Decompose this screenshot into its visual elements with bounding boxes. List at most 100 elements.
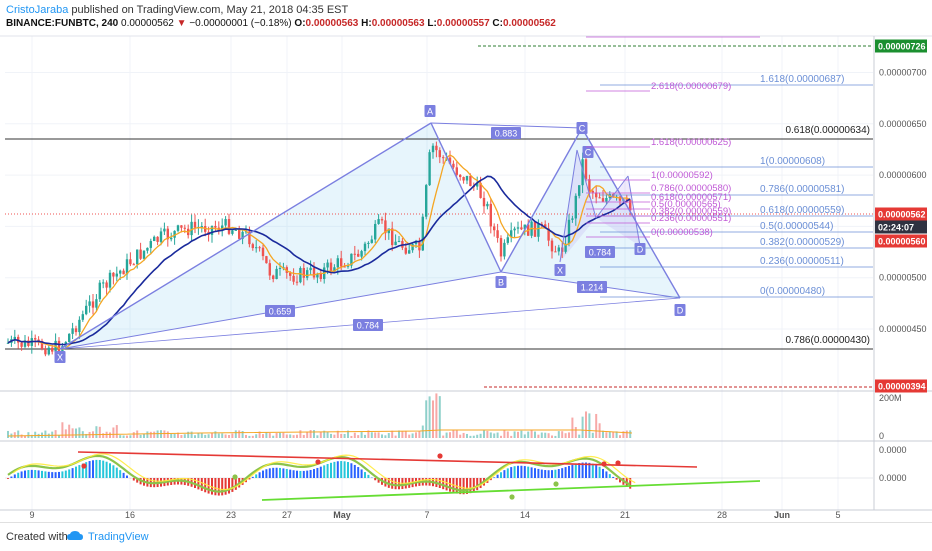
ratio-label: 1.214 [581,283,604,293]
osc-bar [561,468,563,478]
osc-bar [197,478,199,489]
osc-bar [595,465,597,478]
osc-cross-dot [315,459,320,464]
osc-bar [255,474,257,478]
candle-body [296,282,298,283]
osc-bar [306,471,308,478]
osc-bar [44,471,46,478]
osc-bar [61,471,63,478]
osc-bar [221,478,223,495]
osc-bar [14,474,16,478]
osc-bar [347,462,349,478]
tradingview-brand[interactable]: TradingView [88,531,149,543]
osc-tick: 0.0000 [879,445,907,455]
candle-body [163,229,165,232]
candle-body [279,268,281,269]
osc-bar [616,478,618,480]
candle-body [456,167,458,175]
osc-bar [282,468,284,478]
candle-body [265,256,267,263]
osc-bar [55,472,57,478]
candle-body [571,218,573,219]
point-label-c: C [579,124,586,134]
osc-bar [497,475,499,478]
osc-bar [21,471,23,478]
osc-bar [72,468,74,478]
candle-body [75,328,77,332]
osc-bar [473,478,475,492]
volume-bar [401,431,403,438]
osc-cross-dot [615,460,620,465]
volume-bar [44,431,46,438]
volume-bar [524,434,526,438]
volume-bar [381,434,383,438]
osc-bar [503,470,505,478]
candle-body [262,248,264,256]
osc-bar [75,467,77,478]
volume-bar [354,433,356,438]
candle-body [483,198,485,206]
volume-bar [395,436,397,438]
volume-bar [221,433,223,438]
volume-bar [255,434,257,438]
volume-bar [486,431,488,438]
volume-bar [72,428,74,438]
time-tick: 28 [717,510,727,520]
candle-body [551,241,553,252]
volume-bar [75,429,77,438]
price-tick: 0.00000500 [879,273,927,283]
candle-body [170,238,172,239]
volume-bar [167,431,169,438]
osc-bar [201,478,203,491]
candle-body [139,250,141,259]
candle-body [275,269,277,279]
volume-bar [534,432,536,438]
point-label-a: A [427,107,433,117]
osc-bar [24,471,26,478]
candle-body [588,179,590,191]
osc-bar [296,471,298,478]
candle-body [214,226,216,228]
volume-bar [68,425,70,438]
volume-bar [527,432,529,438]
candle-body [252,244,254,248]
osc-bar [544,470,546,478]
volume-bar [612,432,614,438]
volume-bar [102,433,104,438]
volume-bar [435,393,437,438]
volume-bar [133,432,135,438]
candle-body [398,241,400,242]
osc-bar [58,472,60,478]
volume-bar [99,427,101,438]
osc-bar [78,465,80,478]
volume-bar [629,430,631,438]
candle-body [14,337,16,339]
fib-right-label: 0.786(0.00000581) [760,184,845,195]
fib-main-label: 0.618(0.00000634) [785,125,870,136]
candle-body [554,251,556,252]
price-tick: 0.00000650 [879,119,927,129]
candle-body [459,175,461,177]
point-label-d: D [677,306,684,316]
volume-bar [170,434,172,438]
price-badge: 0.00000560 [878,237,926,247]
candle-body [95,299,97,307]
volume-bar [469,436,471,438]
osc-bar [514,466,516,478]
osc-bar [548,470,550,478]
volume-bar [364,435,366,438]
volume-bar [575,427,577,438]
volume-bar [554,436,556,438]
fib-mid-label: 2.618(0.00000679) [651,81,731,92]
volume-bar [214,431,216,438]
candle-body [371,239,373,242]
osc-bar [599,467,601,478]
volume-bar [157,430,159,438]
price-tick: 0.00000700 [879,68,927,78]
volume-bar [541,433,543,438]
candle-body [51,348,53,352]
volume-bar [228,435,230,438]
volume-bar [194,435,196,438]
volume-bar [449,432,451,438]
